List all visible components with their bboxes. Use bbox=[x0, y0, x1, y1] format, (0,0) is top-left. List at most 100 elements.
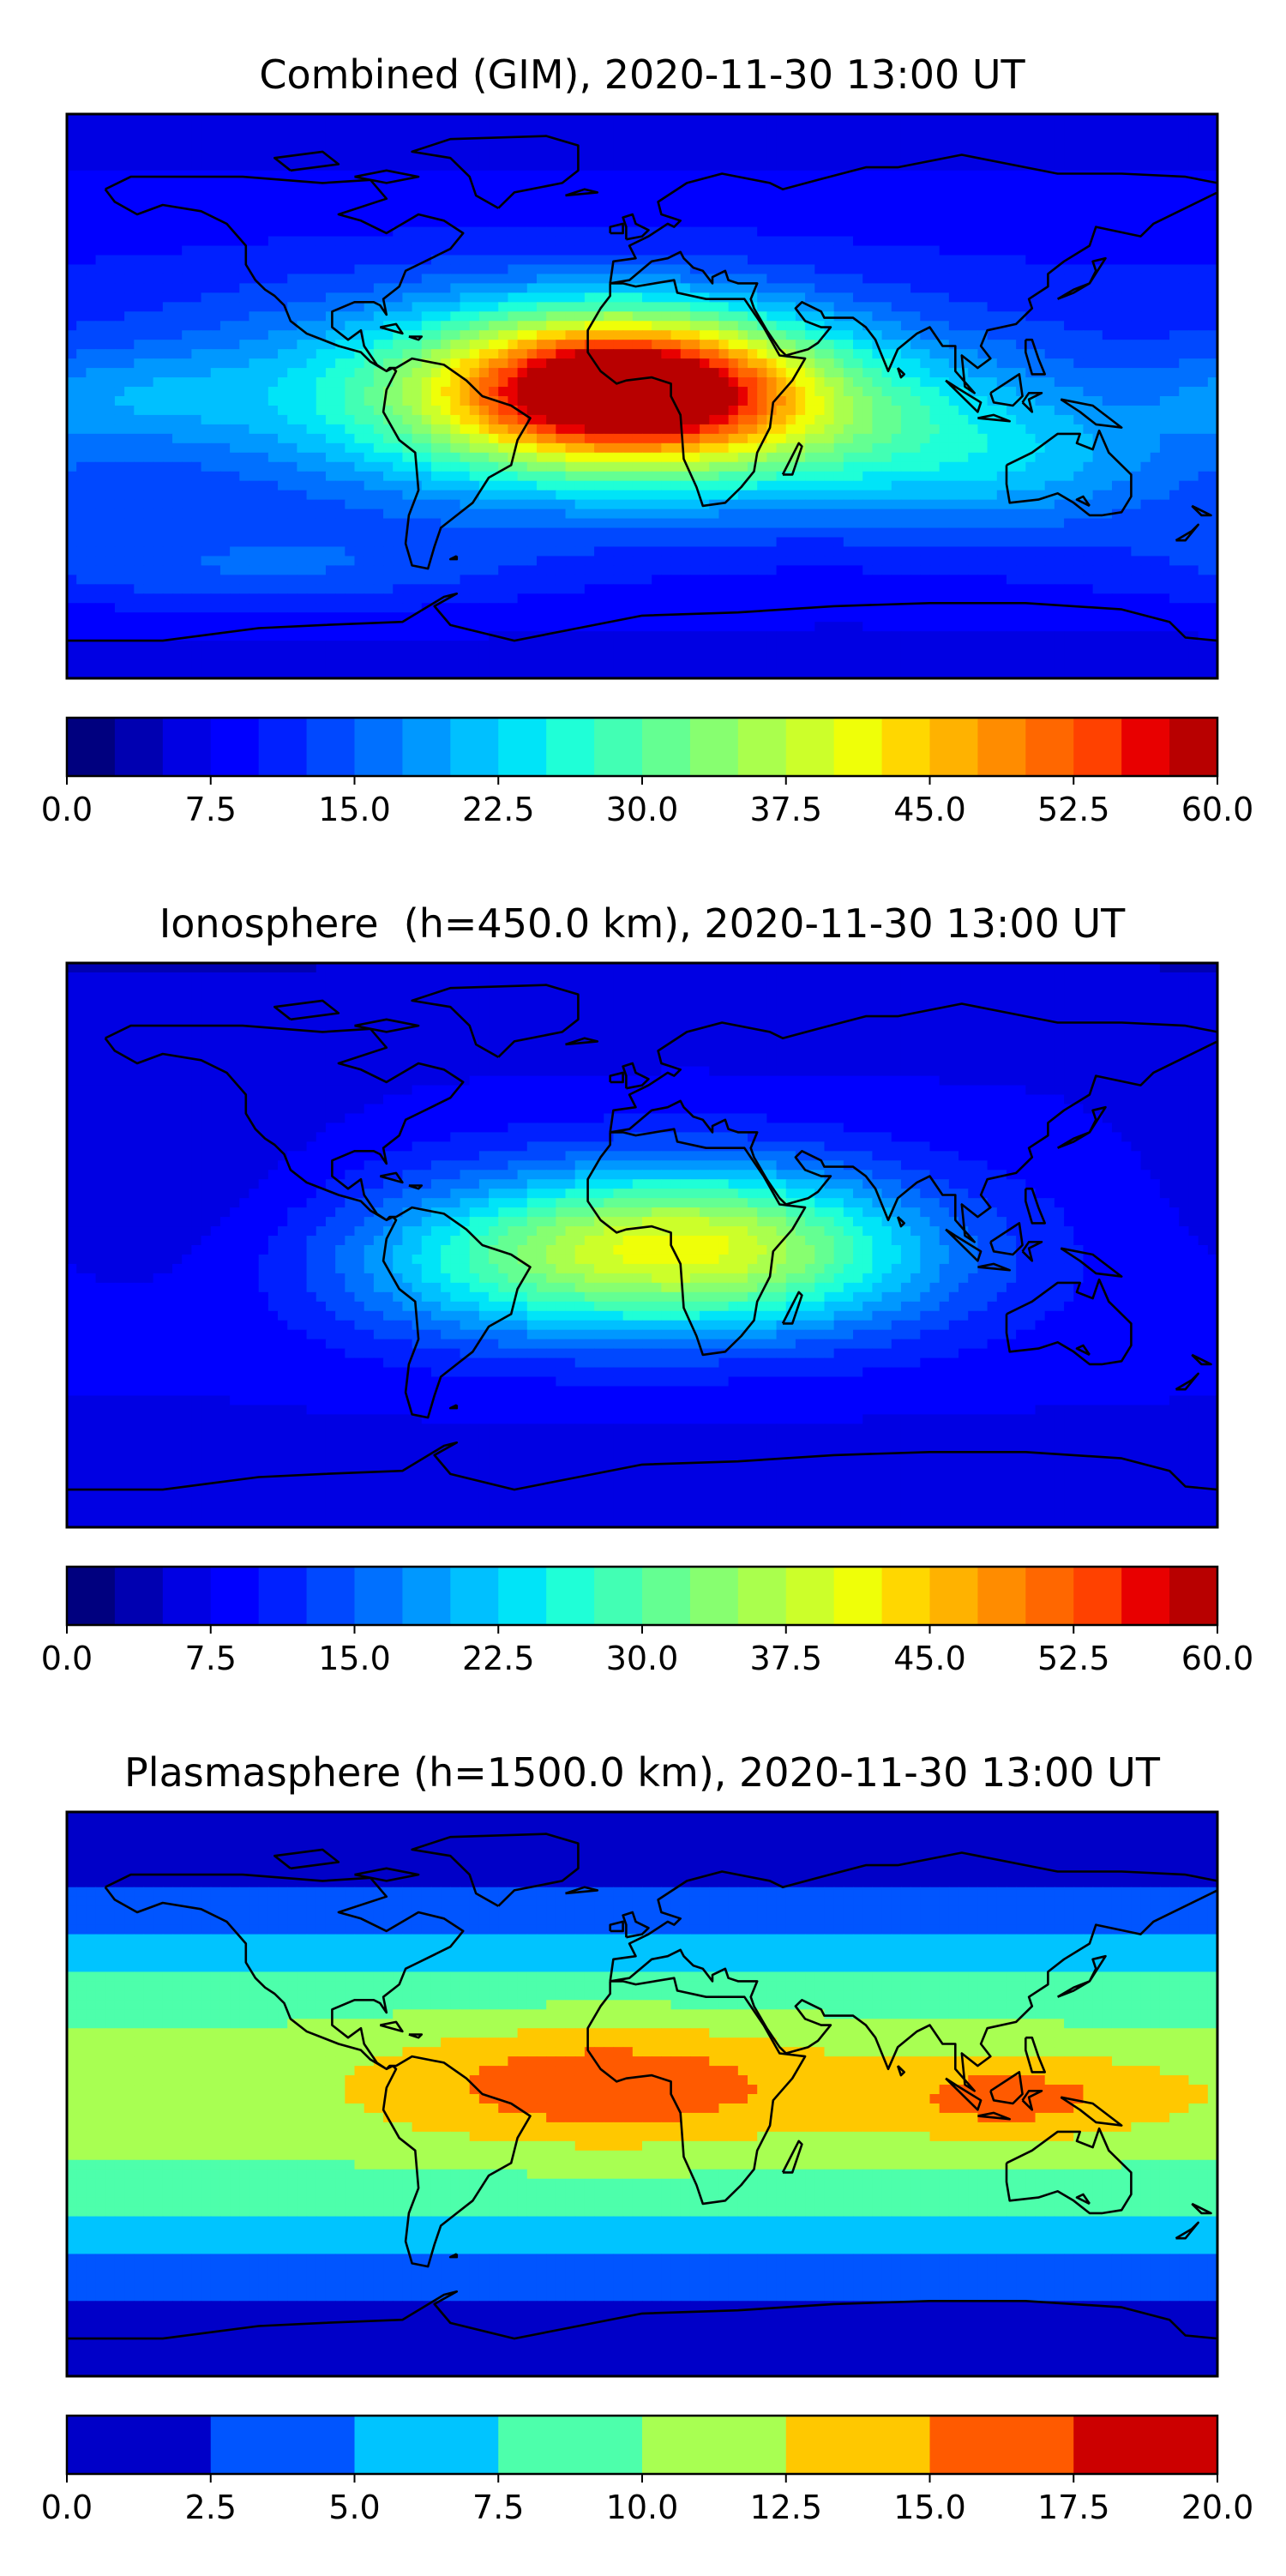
field-cell bbox=[76, 358, 87, 369]
field-cell bbox=[526, 217, 538, 228]
field-cell bbox=[1188, 114, 1199, 124]
field-cell bbox=[219, 151, 231, 162]
field-cell bbox=[306, 292, 317, 303]
field-cell bbox=[728, 368, 739, 378]
field-cell bbox=[1006, 302, 1017, 312]
field-cell bbox=[1131, 480, 1142, 491]
field-cell bbox=[1044, 405, 1055, 416]
field-cell bbox=[565, 471, 576, 482]
field-cell bbox=[565, 226, 576, 238]
field-cell bbox=[1064, 189, 1074, 200]
field-cell bbox=[315, 151, 327, 162]
field-cell bbox=[1131, 141, 1142, 153]
field-cell bbox=[354, 461, 365, 472]
field-cell bbox=[766, 442, 778, 454]
field-cell bbox=[143, 198, 154, 209]
field-cell bbox=[76, 414, 87, 425]
field-cell bbox=[1121, 358, 1132, 369]
field-cell bbox=[201, 123, 212, 134]
field-cell bbox=[833, 358, 844, 369]
field-cell bbox=[728, 217, 739, 228]
field-cell bbox=[86, 217, 97, 228]
field-cell bbox=[862, 179, 873, 190]
field-cell bbox=[393, 179, 404, 190]
field-cell bbox=[517, 349, 528, 359]
field-cell bbox=[450, 264, 461, 275]
field-cell bbox=[124, 208, 135, 219]
field-cell bbox=[872, 321, 883, 331]
field-cell bbox=[287, 330, 297, 340]
field-cell bbox=[191, 292, 202, 303]
field-cell bbox=[1188, 123, 1199, 134]
field-cell bbox=[526, 123, 538, 134]
field-cell bbox=[680, 170, 691, 181]
field-cell bbox=[402, 160, 413, 172]
field-cell bbox=[210, 226, 221, 238]
field-cell bbox=[258, 226, 269, 238]
field-cell bbox=[498, 499, 509, 510]
field-cell bbox=[1064, 340, 1074, 350]
field-cell bbox=[249, 490, 260, 501]
field-cell bbox=[1207, 433, 1217, 444]
field-cell bbox=[604, 236, 615, 247]
field-cell bbox=[508, 217, 519, 228]
field-cell bbox=[383, 141, 394, 153]
field-cell bbox=[987, 442, 998, 454]
field-cell bbox=[210, 151, 221, 162]
field-cell bbox=[843, 123, 854, 134]
field-cell bbox=[661, 461, 672, 472]
field-cell bbox=[1188, 340, 1199, 350]
field-cell bbox=[642, 198, 652, 209]
field-cell bbox=[987, 424, 998, 435]
field-cell bbox=[364, 471, 375, 482]
field-cell bbox=[287, 302, 297, 312]
field-cell bbox=[680, 499, 691, 510]
field-cell bbox=[1111, 405, 1122, 416]
field-cell bbox=[230, 461, 240, 472]
field-cell bbox=[1169, 226, 1180, 238]
field-cell bbox=[364, 236, 375, 247]
field-cell bbox=[172, 283, 183, 293]
field-cell bbox=[517, 330, 528, 340]
field-cell bbox=[517, 377, 528, 388]
field-cell bbox=[920, 170, 931, 181]
field-cell bbox=[450, 114, 461, 124]
field-cell bbox=[76, 442, 87, 454]
field-cell bbox=[718, 132, 730, 143]
field-cell bbox=[460, 471, 471, 482]
field-cell bbox=[958, 471, 969, 482]
field-cell bbox=[1111, 414, 1122, 425]
field-cell bbox=[441, 405, 451, 416]
field-cell bbox=[402, 311, 413, 322]
field-cell bbox=[814, 217, 826, 228]
field-cell bbox=[1198, 132, 1209, 143]
field-cell bbox=[1121, 132, 1132, 143]
field-cell bbox=[1044, 292, 1055, 303]
field-cell bbox=[230, 274, 240, 284]
field-cell bbox=[1131, 274, 1142, 284]
field-cell bbox=[478, 283, 490, 293]
field-cell bbox=[201, 245, 212, 256]
field-cell bbox=[977, 433, 989, 444]
field-cell bbox=[824, 123, 835, 134]
field-cell bbox=[862, 387, 873, 397]
field-cell bbox=[335, 141, 346, 153]
field-cell bbox=[421, 245, 432, 256]
field-cell bbox=[469, 274, 480, 284]
field-cell bbox=[315, 311, 327, 322]
field-cell bbox=[776, 264, 787, 275]
field-cell bbox=[795, 424, 806, 435]
field-cell bbox=[421, 311, 432, 322]
field-cell bbox=[652, 160, 662, 172]
field-cell bbox=[287, 114, 297, 124]
field-cell bbox=[996, 442, 1007, 454]
field-cell bbox=[1111, 480, 1122, 491]
field-cell bbox=[700, 414, 710, 425]
field-cell bbox=[996, 461, 1007, 472]
field-cell bbox=[843, 226, 854, 238]
field-cell bbox=[124, 311, 135, 322]
field-cell bbox=[498, 452, 509, 463]
field-cell bbox=[325, 217, 336, 228]
field-cell bbox=[536, 264, 547, 275]
field-cell bbox=[565, 255, 576, 266]
